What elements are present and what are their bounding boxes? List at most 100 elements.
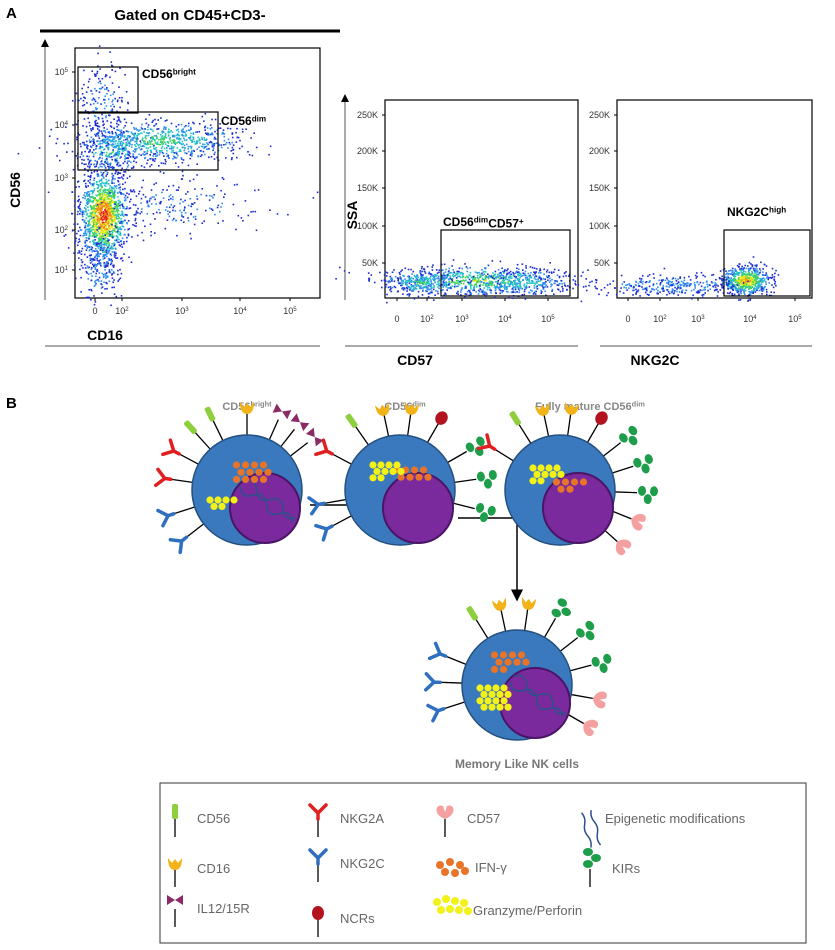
cytometry-event <box>120 156 122 158</box>
cytometry-event <box>90 213 93 215</box>
cytometry-event <box>98 158 100 160</box>
cytometry-event <box>165 137 168 139</box>
cytometry-event <box>91 70 93 72</box>
cytometry-event <box>104 253 107 256</box>
cytometry-event <box>475 291 477 293</box>
cytometry-event <box>106 231 109 234</box>
cytometry-event <box>681 284 683 286</box>
cytometry-event <box>385 280 387 282</box>
cytometry-event <box>609 283 611 285</box>
cytometry-event <box>430 280 432 282</box>
cytometry-event <box>748 269 751 271</box>
cytometry-event <box>123 147 125 150</box>
cytometry-event <box>119 201 121 204</box>
cytometry-event <box>209 207 211 210</box>
cytometry-event <box>159 141 162 143</box>
cytometry-event <box>116 206 118 208</box>
cytometry-event <box>136 234 139 237</box>
cytometry-event <box>107 251 110 253</box>
cytometry-event <box>516 291 518 293</box>
cytometry-event <box>79 210 82 213</box>
cytometry-event <box>100 88 103 90</box>
cytometry-event <box>205 209 207 212</box>
cytometry-event <box>88 254 91 257</box>
cytometry-event <box>456 282 458 284</box>
cytometry-event <box>408 277 410 279</box>
cytometry-event <box>99 153 102 155</box>
cytometry-event <box>90 159 92 162</box>
cytometry-event <box>214 213 216 216</box>
cytometry-event <box>693 288 695 291</box>
cytometry-event <box>108 204 111 206</box>
cytometry-event <box>595 279 597 281</box>
cytometry-event <box>122 183 124 185</box>
cytometry-event <box>247 214 250 217</box>
cytometry-event <box>427 292 430 295</box>
cytometry-event <box>124 125 126 127</box>
cytometry-event <box>506 278 509 281</box>
cytometry-event <box>500 286 502 288</box>
cytometry-event <box>156 143 159 145</box>
cytometry-event <box>96 202 99 205</box>
cytometry-event <box>390 277 393 279</box>
cytometry-event <box>746 277 748 279</box>
scatter-plot <box>17 39 321 347</box>
cytometry-event <box>184 131 186 133</box>
cytometry-event <box>722 287 724 289</box>
cytometry-event <box>495 292 497 295</box>
cytometry-event <box>185 130 188 132</box>
cytometry-event <box>255 229 258 232</box>
cytometry-event <box>428 280 430 282</box>
cytometry-event <box>117 155 120 157</box>
cytometry-event <box>743 291 745 293</box>
cytometry-event <box>87 200 89 202</box>
cytometry-event <box>457 283 460 285</box>
cytometry-event <box>445 282 448 284</box>
cytometry-event <box>99 192 102 195</box>
y-tick-label: 104 <box>55 120 69 130</box>
cytometry-event <box>104 243 107 245</box>
cytometry-event <box>420 279 423 282</box>
cytometry-event <box>168 131 171 133</box>
cytometry-event <box>103 184 106 187</box>
cytometry-event <box>38 147 41 149</box>
y-tick-label: 150K <box>357 183 378 193</box>
cytometry-event <box>99 147 102 150</box>
cytometry-event <box>110 126 113 128</box>
cytometry-event <box>494 276 497 279</box>
cytometry-event <box>87 209 90 212</box>
cytometry-event <box>93 206 95 209</box>
cytometry-event <box>490 280 492 283</box>
cytometry-event <box>64 234 67 236</box>
cytometry-event <box>438 277 440 280</box>
text-part: 1 <box>65 265 69 272</box>
cytometry-event <box>99 231 102 234</box>
cytometry-event <box>103 163 105 166</box>
text-part: + <box>519 217 524 226</box>
cytometry-event <box>113 189 116 192</box>
cytometry-event <box>120 136 123 139</box>
cytometry-event <box>112 196 115 198</box>
cytometry-event <box>448 267 451 270</box>
cytometry-event <box>428 283 431 286</box>
cytometry-event <box>484 277 487 280</box>
cytometry-event <box>95 147 97 150</box>
cytometry-event <box>165 126 167 129</box>
cytometry-event <box>695 272 698 274</box>
cytometry-event <box>94 231 96 234</box>
cytometry-event <box>111 82 114 84</box>
cytometry-event <box>140 197 143 200</box>
cytometry-event <box>531 290 533 292</box>
cytometry-event <box>176 234 178 237</box>
cytometry-event <box>82 104 84 107</box>
cytometry-event <box>711 274 713 276</box>
cytometry-event <box>76 138 78 141</box>
cytometry-event <box>109 204 112 207</box>
cytometry-event <box>154 218 156 220</box>
cytometry-event <box>102 214 105 216</box>
cytometry-event <box>142 179 144 182</box>
cytometry-event <box>758 289 761 292</box>
cytometry-event <box>111 173 113 175</box>
cytometry-event <box>436 281 439 283</box>
cytometry-event <box>410 284 413 286</box>
